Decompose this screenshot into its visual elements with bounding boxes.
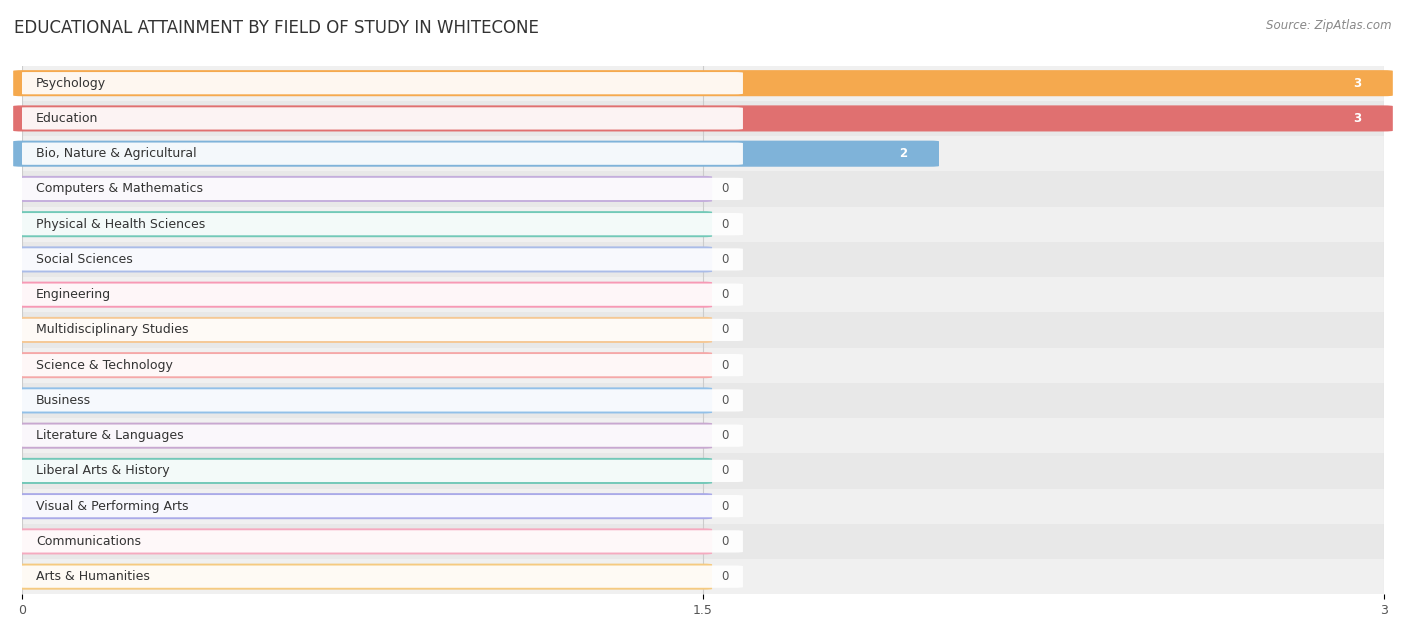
Text: Arts & Humanities: Arts & Humanities [37,570,150,583]
FancyBboxPatch shape [13,106,1393,131]
Text: Psychology: Psychology [37,76,105,90]
Bar [22,242,1384,277]
Bar [22,136,1384,171]
FancyBboxPatch shape [13,564,711,590]
Text: Engineering: Engineering [37,288,111,301]
FancyBboxPatch shape [13,493,711,520]
Text: Social Sciences: Social Sciences [37,253,132,266]
Bar [22,524,1384,559]
FancyBboxPatch shape [18,72,742,94]
Text: Visual & Performing Arts: Visual & Performing Arts [37,500,188,513]
Bar [22,489,1384,524]
Bar [22,383,1384,418]
Bar [22,66,1384,101]
FancyBboxPatch shape [13,528,711,554]
Bar [22,559,1384,594]
FancyBboxPatch shape [18,460,742,482]
Text: 3: 3 [1353,76,1361,90]
Text: 0: 0 [721,217,728,231]
Text: 0: 0 [721,500,728,513]
FancyBboxPatch shape [18,530,742,552]
FancyBboxPatch shape [18,213,742,235]
FancyBboxPatch shape [18,495,742,517]
Bar [22,312,1384,348]
FancyBboxPatch shape [18,284,742,306]
Bar [22,348,1384,383]
FancyBboxPatch shape [18,566,742,588]
Text: Communications: Communications [37,535,141,548]
FancyBboxPatch shape [18,319,742,341]
Text: Computers & Mathematics: Computers & Mathematics [37,183,202,195]
FancyBboxPatch shape [18,143,742,165]
Text: 0: 0 [721,183,728,195]
FancyBboxPatch shape [18,107,742,130]
Text: Bio, Nature & Agricultural: Bio, Nature & Agricultural [37,147,197,160]
Bar [22,453,1384,489]
Text: 2: 2 [898,147,907,160]
FancyBboxPatch shape [13,352,711,378]
FancyBboxPatch shape [13,70,1393,96]
Bar [22,101,1384,136]
FancyBboxPatch shape [13,141,939,167]
FancyBboxPatch shape [13,211,711,237]
Text: 0: 0 [721,394,728,407]
FancyBboxPatch shape [18,389,742,411]
Text: 0: 0 [721,324,728,336]
FancyBboxPatch shape [13,387,711,413]
Text: Multidisciplinary Studies: Multidisciplinary Studies [37,324,188,336]
FancyBboxPatch shape [13,282,711,308]
Bar [22,418,1384,453]
FancyBboxPatch shape [18,248,742,270]
FancyBboxPatch shape [13,458,711,484]
FancyBboxPatch shape [13,423,711,449]
Text: Liberal Arts & History: Liberal Arts & History [37,465,170,477]
Text: Education: Education [37,112,98,125]
Text: Literature & Languages: Literature & Languages [37,429,184,442]
Text: 0: 0 [721,465,728,477]
Text: 0: 0 [721,253,728,266]
Bar [22,277,1384,312]
Text: 0: 0 [721,570,728,583]
Text: 0: 0 [721,359,728,372]
Text: 0: 0 [721,535,728,548]
Bar [22,171,1384,207]
Text: Source: ZipAtlas.com: Source: ZipAtlas.com [1267,19,1392,32]
FancyBboxPatch shape [13,176,711,202]
Text: 3: 3 [1353,112,1361,125]
Text: Science & Technology: Science & Technology [37,359,173,372]
FancyBboxPatch shape [18,354,742,376]
FancyBboxPatch shape [18,178,742,200]
FancyBboxPatch shape [18,425,742,447]
FancyBboxPatch shape [13,246,711,272]
Text: Business: Business [37,394,91,407]
Text: EDUCATIONAL ATTAINMENT BY FIELD OF STUDY IN WHITECONE: EDUCATIONAL ATTAINMENT BY FIELD OF STUDY… [14,19,538,37]
Text: Physical & Health Sciences: Physical & Health Sciences [37,217,205,231]
Text: 0: 0 [721,288,728,301]
FancyBboxPatch shape [13,317,711,343]
Bar [22,207,1384,242]
Text: 0: 0 [721,429,728,442]
